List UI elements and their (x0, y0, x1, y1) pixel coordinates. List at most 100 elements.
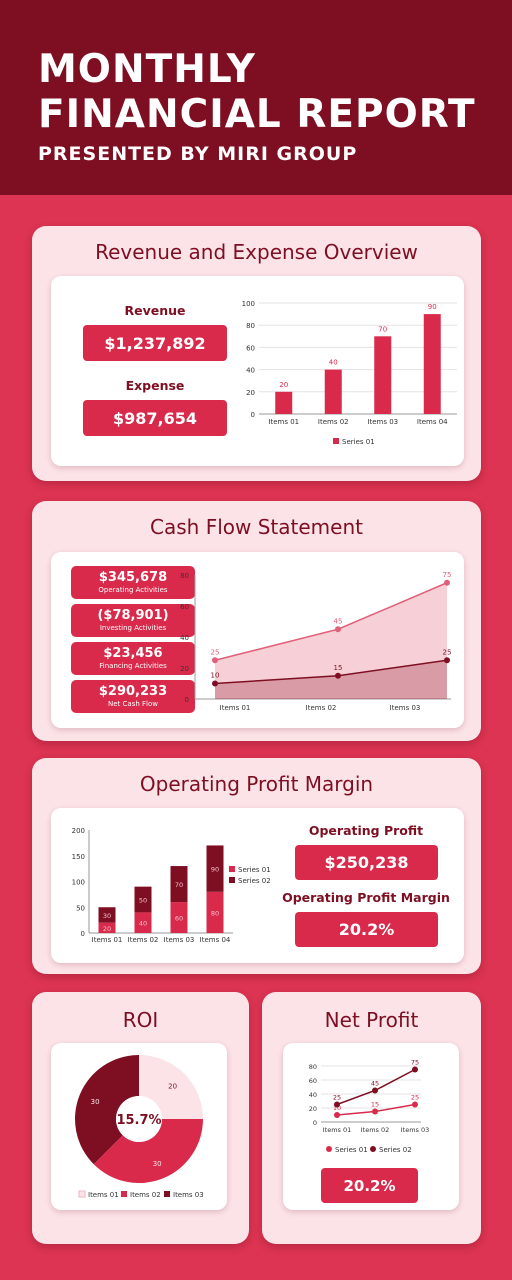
y-tick-label: 0 (251, 411, 255, 419)
data-label: 25 (211, 648, 220, 656)
data-point (212, 657, 218, 664)
bar (324, 369, 342, 414)
y-tick-label: 0 (313, 1119, 317, 1127)
opm-value: 20.2% (295, 912, 438, 947)
data-label: 70 (378, 325, 387, 333)
legend-swatch (333, 438, 339, 444)
opm-label: Operating Profit Margin (282, 890, 450, 905)
y-tick-label: 20 (246, 389, 255, 397)
y-tick-label: 100 (72, 879, 85, 887)
data-label: 80 (211, 909, 219, 917)
legend-label: Items 02 (130, 1191, 161, 1199)
data-label: 15 (334, 664, 343, 672)
legend-label: Items 01 (88, 1191, 119, 1199)
pie-slice (93, 1119, 203, 1183)
legend-swatch (229, 877, 235, 883)
x-tick-label: Items 03 (401, 1126, 430, 1134)
legend-label: Series 01 (335, 1146, 368, 1154)
data-label: 75 (411, 1059, 419, 1067)
legend-label: Series 01 (238, 866, 271, 874)
roi-donut-chart: 20 30 30 15.7% Items 01 Items 02 Items 03 (74, 1055, 204, 1199)
y-tick-label: 60 (309, 1077, 317, 1085)
x-tick-label: Items 02 (306, 704, 337, 712)
data-label: 45 (371, 1080, 379, 1088)
y-tick-label: 0 (81, 930, 85, 938)
cashflow-net-label: Net Cash Flow (108, 700, 158, 708)
x-tick-label: Items 01 (220, 704, 251, 712)
report-header: MONTHLY FINANCIAL REPORT PRESENTED BY MI… (0, 0, 512, 195)
y-tick-label: 150 (72, 853, 85, 861)
roi-center-value: 15.7% (116, 1113, 161, 1128)
x-tick-label: Items 01 (268, 418, 299, 426)
opm-stacked-bar-chart: 0 50 100 150 200 20 30 Items 01 40 50 Items 02 60 70… (72, 827, 271, 944)
cashflow-area-chart: 0 20 40 60 80 25 45 75 10 15 25 Items 01 Items 02 Ite… (180, 571, 452, 712)
cashflow-financing: $23,456 Financing Activities (71, 642, 195, 675)
data-label: 75 (443, 571, 452, 579)
cashflow-panel: $345,678 Operating Activities ($78,901) … (51, 552, 464, 728)
legend-swatch (121, 1191, 127, 1197)
revenue-expense-card: Revenue and Expense Overview Revenue $1,… (32, 226, 481, 481)
cashflow-operating-value: $345,678 (98, 570, 168, 585)
bar-segment (170, 866, 188, 903)
legend-swatch (326, 1146, 332, 1152)
legend-label: Items 03 (173, 1191, 204, 1199)
y-tick-label: 100 (242, 300, 255, 308)
data-label: 60 (175, 915, 183, 923)
y-tick-label: 50 (76, 904, 85, 912)
roi-title: ROI (122, 1008, 159, 1032)
data-label: 40 (329, 359, 338, 367)
cashflow-net-value: $290,233 (98, 684, 168, 699)
y-tick-label: 60 (180, 603, 189, 611)
bar-segment (206, 845, 224, 892)
cashflow-operating: $345,678 Operating Activities (71, 566, 195, 599)
data-label: 10 (211, 672, 220, 680)
netprofit-panel: 0 20 40 60 80 10 15 25 25 45 75 Items 01 Items 02 Ite… (283, 1043, 459, 1210)
x-tick-label: Items 01 (323, 1126, 352, 1134)
data-label: 10 (333, 1104, 341, 1112)
bar (423, 314, 441, 414)
data-label: 25 (333, 1094, 341, 1102)
netprofit-card: Net Profit 0 20 40 60 80 10 15 25 25 45 75 Items 01… (262, 992, 481, 1244)
y-tick-label: 80 (246, 322, 255, 330)
x-tick-label: Items 02 (128, 936, 159, 944)
y-tick-label: 80 (180, 572, 189, 580)
x-tick-label: Items 02 (361, 1126, 390, 1134)
y-tick-label: 80 (309, 1063, 317, 1071)
x-tick-label: Items 04 (417, 418, 448, 426)
slice-label: 20 (168, 1082, 177, 1090)
revenue-bar-chart: 0 20 40 60 80 100 20 Items 01 40 Items 02 70 Items … (242, 300, 457, 446)
data-label: 20 (103, 925, 111, 933)
legend-swatch (370, 1146, 376, 1152)
data-point (334, 1112, 340, 1118)
legend-label: Series 02 (379, 1146, 412, 1154)
data-label: 20 (279, 381, 288, 389)
y-tick-label: 60 (246, 344, 255, 352)
operating-profit-label: Operating Profit (308, 823, 424, 838)
cashflow-net: $290,233 Net Cash Flow (71, 680, 195, 713)
data-point (212, 680, 218, 687)
expense-value: $987,654 (83, 400, 227, 436)
revenue-expense-panel: Revenue $1,237,892 Expense $987,654 0 20 4… (51, 276, 464, 466)
data-label: 15 (371, 1101, 379, 1109)
bar-segment (134, 912, 152, 933)
report-subtitle: PRESENTED BY MIRI GROUP (38, 143, 358, 165)
data-point (412, 1101, 418, 1108)
bar-segment (206, 891, 224, 933)
y-tick-label: 0 (185, 696, 189, 704)
bar-segment (170, 902, 188, 933)
cashflow-investing-value: ($78,901) (97, 608, 169, 623)
y-tick-label: 200 (72, 827, 85, 835)
x-tick-label: Items 01 (92, 936, 123, 944)
data-point (372, 1087, 378, 1094)
data-point (335, 672, 341, 679)
bar (275, 391, 293, 414)
pie-slice (139, 1055, 203, 1119)
x-tick-label: Items 04 (200, 936, 231, 944)
area-fill (215, 582, 447, 699)
y-tick-label: 20 (309, 1105, 317, 1113)
opm-panel: 0 50 100 150 200 20 30 Items 01 40 50 Items 02 60 70… (51, 808, 464, 963)
data-label: 25 (443, 648, 452, 656)
roi-card: ROI 20 30 30 15.7% Items 01 Items 02 Items 03 (32, 992, 249, 1244)
x-tick-label: Items 02 (318, 418, 349, 426)
pie-slice (74, 1055, 139, 1165)
